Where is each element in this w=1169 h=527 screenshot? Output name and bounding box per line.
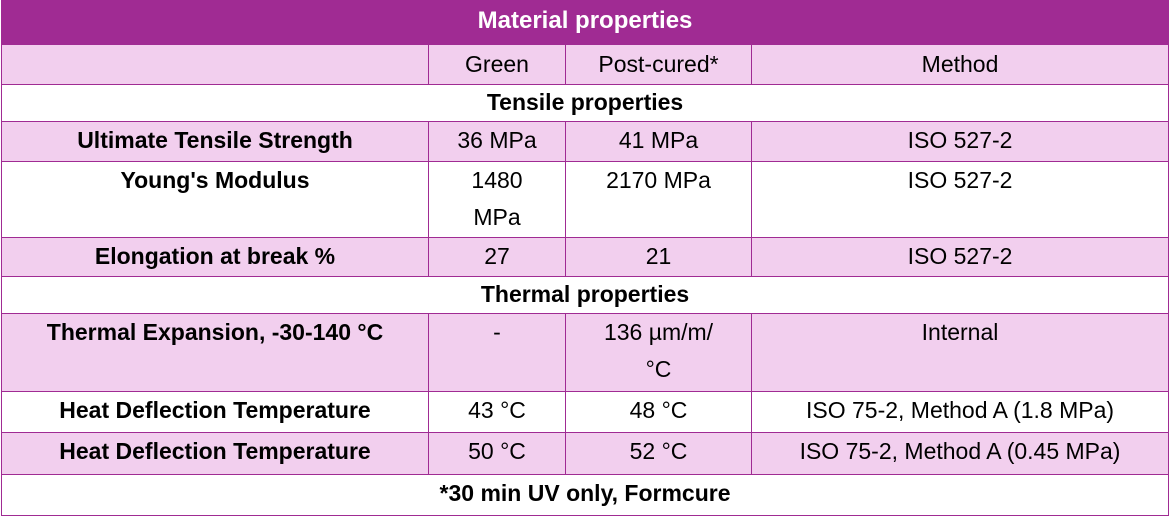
green-value: - — [428, 313, 566, 392]
column-header-green: Green — [428, 44, 566, 85]
green-value: 43 °C — [428, 391, 566, 433]
section-title-tensile: Tensile properties — [0, 84, 1169, 122]
green-value: 27 — [428, 237, 566, 277]
property-name: Heat Deflection Temperature — [1, 391, 429, 433]
footnote: *30 min UV only, Formcure — [0, 474, 1169, 516]
table-row: Young's Modulus 1480 MPa 2170 MPa ISO 52… — [1, 161, 1169, 238]
table-row: Thermal Expansion, -30-140 °C - 136 µm/m… — [1, 313, 1169, 392]
post-cured-value: 52 °C — [565, 432, 752, 475]
table-row: Heat Deflection Temperature 43 °C 48 °C … — [1, 391, 1169, 433]
table-row: Ultimate Tensile Strength 36 MPa 41 MPa … — [1, 121, 1169, 162]
method-value: ISO 75-2, Method A (0.45 MPa) — [750, 432, 1169, 475]
post-cured-value: 2170 MPa — [565, 161, 752, 238]
material-properties-table: Material properties Green Post-cured* Me… — [0, 0, 1169, 516]
column-header-method: Method — [750, 44, 1169, 85]
method-value: Internal — [750, 313, 1169, 392]
green-value: 50 °C — [428, 432, 566, 475]
column-header-post-cured: Post-cured* — [565, 44, 752, 85]
table-title: Material properties — [0, 0, 1169, 45]
property-name: Ultimate Tensile Strength — [1, 121, 429, 162]
method-value: ISO 75-2, Method A (1.8 MPa) — [750, 391, 1169, 433]
property-name: Heat Deflection Temperature — [1, 432, 429, 475]
post-cured-value: 21 — [565, 237, 752, 277]
footnote-row: *30 min UV only, Formcure — [0, 474, 1169, 516]
table-title-row: Material properties — [0, 0, 1169, 45]
method-value: ISO 527-2 — [750, 121, 1169, 162]
section-row: Thermal properties — [0, 276, 1169, 314]
column-header-property — [1, 44, 429, 85]
post-cured-value: 136 µm/m/°C — [565, 313, 752, 392]
table-row: Elongation at break % 27 21 ISO 527-2 — [1, 237, 1169, 277]
table-row: Heat Deflection Temperature 50 °C 52 °C … — [1, 432, 1169, 475]
section-title-thermal: Thermal properties — [0, 276, 1169, 314]
property-name: Elongation at break % — [1, 237, 429, 277]
green-value: 36 MPa — [428, 121, 566, 162]
post-cured-value: 41 MPa — [565, 121, 752, 162]
property-name: Thermal Expansion, -30-140 °C — [1, 313, 429, 392]
property-name: Young's Modulus — [1, 161, 429, 238]
method-value: ISO 527-2 — [750, 237, 1169, 277]
method-value: ISO 527-2 — [750, 161, 1169, 238]
post-cured-value: 48 °C — [565, 391, 752, 433]
section-row: Tensile properties — [0, 84, 1169, 122]
green-value: 1480 MPa — [428, 161, 566, 238]
column-header-row: Green Post-cured* Method — [1, 44, 1169, 85]
